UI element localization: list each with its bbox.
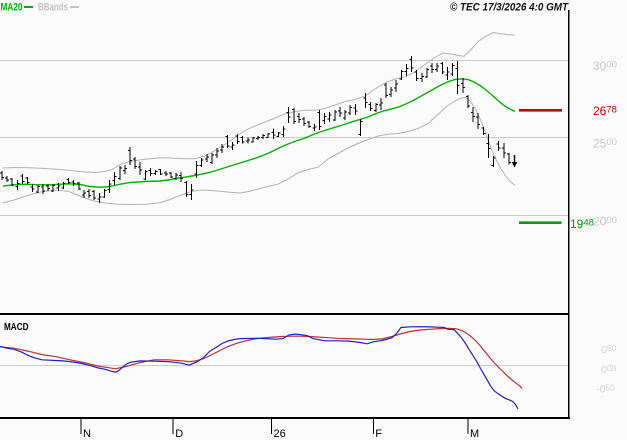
svg-text:1948: 1948 — [570, 217, 594, 231]
svg-text:F: F — [375, 428, 382, 440]
svg-text:N: N — [83, 428, 91, 440]
svg-text:3000: 3000 — [593, 59, 617, 73]
svg-text:2000: 2000 — [593, 215, 617, 229]
svg-text:2500: 2500 — [593, 137, 617, 151]
svg-text:© TEC 17/3/2026 4:0 GMT: © TEC 17/3/2026 4:0 GMT — [450, 2, 569, 14]
svg-text:050: 050 — [601, 343, 617, 356]
svg-text:000: 000 — [601, 363, 617, 376]
svg-text:BBands: BBands — [38, 2, 68, 14]
svg-text:MACD: MACD — [4, 322, 29, 333]
svg-text:D: D — [175, 428, 183, 440]
svg-text:26: 26 — [274, 428, 286, 440]
svg-text:M: M — [470, 428, 479, 440]
svg-text:2678: 2678 — [593, 104, 617, 118]
svg-text:MA20: MA20 — [1, 2, 23, 14]
svg-text:-050: -050 — [596, 383, 615, 396]
